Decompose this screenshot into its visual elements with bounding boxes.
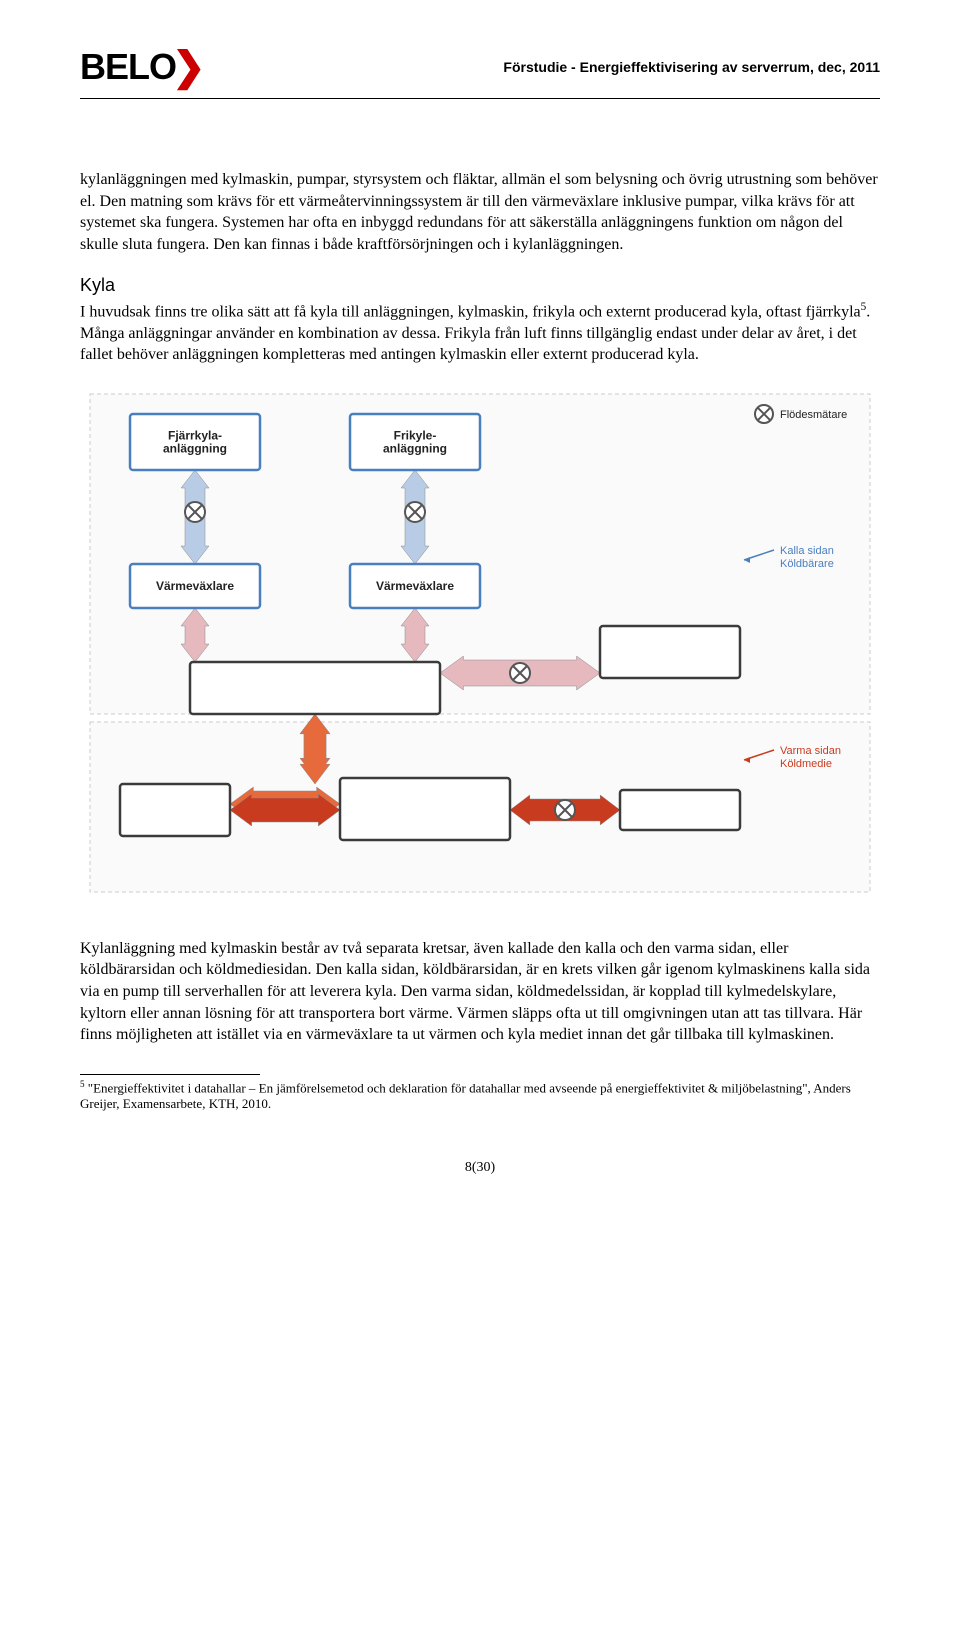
footnote-text: "Energieffektivitet i datahallar – En jä… bbox=[80, 1080, 851, 1111]
doc-title: Förstudie - Energieffektivisering av ser… bbox=[503, 58, 880, 77]
svg-text:ackumulatortank & pump: ackumulatortank & pump bbox=[243, 687, 387, 701]
page-number: 8(30) bbox=[80, 1159, 880, 1178]
cooling-system-diagram: Fjärrkyla-anläggningFrikyle-anläggningVä… bbox=[80, 384, 880, 904]
svg-text:Värmeväxlare: Värmeväxlare bbox=[156, 579, 234, 593]
svg-text:anläggning: anläggning bbox=[163, 441, 227, 455]
paragraph-3: Kylanläggning med kylmaskin består av tv… bbox=[80, 938, 880, 1046]
footnote-rule bbox=[80, 1074, 260, 1075]
svg-text:överskottsvärme: överskottsvärme bbox=[377, 815, 473, 829]
svg-text:Värmeväxlare: Värmeväxlare bbox=[376, 579, 454, 593]
svg-text:Fjärrkyla-: Fjärrkyla- bbox=[168, 428, 222, 442]
paragraph-1: kylanläggningen med kylmaskin, pumpar, s… bbox=[80, 169, 880, 255]
svg-text:Köldbärare: Köldbärare bbox=[780, 558, 834, 570]
svg-text:Köldmedie: Köldmedie bbox=[780, 758, 832, 770]
svg-text:Varma sidan: Varma sidan bbox=[780, 745, 841, 757]
svg-text:datahall: datahall bbox=[647, 651, 692, 665]
svg-text:Frikyle-: Frikyle- bbox=[394, 428, 437, 442]
svg-text:Flödesmätare: Flödesmätare bbox=[780, 409, 847, 421]
paragraph-2a: I huvudsak finns tre olika sätt att få k… bbox=[80, 303, 861, 320]
page-header: BELO ❯ Förstudie - Energieffektivisering… bbox=[80, 40, 880, 99]
footnote-5: 5 "Energieffektivitet i datahallar – En … bbox=[80, 1079, 880, 1113]
paragraph-2: I huvudsak finns tre olika sätt att få k… bbox=[80, 300, 880, 366]
svg-text:Kylcentral med kylmaskin,: Kylcentral med kylmaskin, bbox=[240, 674, 391, 688]
logo-text: BELO bbox=[80, 43, 176, 92]
svg-text:Värme ut: Värme ut bbox=[654, 803, 705, 817]
svg-text:kylare: kylare bbox=[158, 809, 193, 823]
logo: BELO ❯ bbox=[80, 40, 205, 94]
section-heading-kyla: Kyla bbox=[80, 273, 880, 297]
logo-chevron-icon: ❯ bbox=[172, 40, 205, 94]
svg-text:Kylmedel-: Kylmedel- bbox=[146, 796, 203, 810]
svg-text:Kylsystem i: Kylsystem i bbox=[637, 638, 704, 652]
svg-text:Kalla sidan: Kalla sidan bbox=[780, 545, 834, 557]
svg-text:anläggning: anläggning bbox=[383, 441, 447, 455]
svg-text:återvinning av: återvinning av bbox=[384, 802, 466, 816]
svg-text:Värmeväxlare för: Värmeväxlare för bbox=[376, 789, 474, 803]
